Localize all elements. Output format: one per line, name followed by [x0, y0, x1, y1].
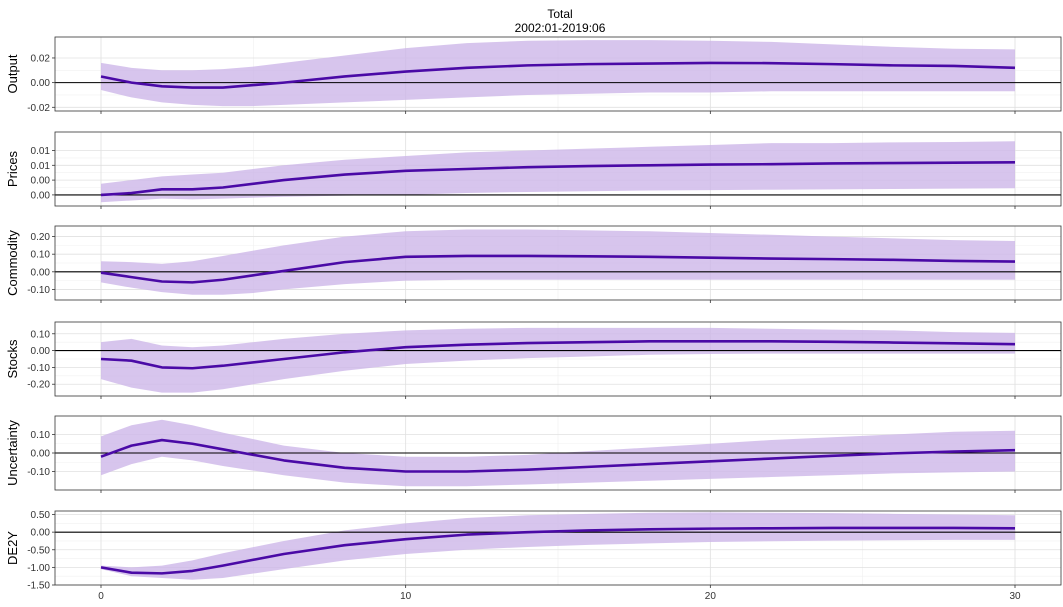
panel-label: DE2Y [5, 531, 20, 565]
y-tick-label: 0.01 [31, 161, 51, 172]
y-tick-label: -1.00 [27, 563, 50, 574]
y-tick-label: 0.00 [31, 190, 51, 201]
y-tick-label: -0.10 [27, 285, 50, 296]
chart-title: Total [547, 7, 572, 21]
panel-frame [54, 225, 1062, 301]
median-line [100, 61, 1016, 89]
panel-frame [54, 321, 1062, 397]
y-tick-label: 0.00 [31, 449, 51, 460]
panel-output: -0.02 0.00 0.02 Output [5, 36, 1062, 114]
y-tick-label: 0.00 [31, 78, 51, 89]
y-tick-label: 0.00 [31, 267, 51, 278]
y-tick-label: 0.10 [31, 250, 51, 261]
y-tick-label: -0.10 [27, 363, 50, 374]
x-tick-label: 30 [1009, 591, 1021, 602]
median-line [100, 526, 1016, 575]
x-tick-label: 20 [705, 591, 717, 602]
confidence-band [101, 229, 1015, 295]
median-line [100, 340, 1016, 370]
confidence-band [101, 40, 1015, 107]
y-tick-label: 0.20 [31, 232, 51, 243]
panel-stocks: -0.20 -0.10 0.00 0.10 Stocks [5, 321, 1062, 399]
chart-subtitle: 2002:01-2019:06 [515, 21, 606, 35]
y-tick-label: 0.00 [31, 346, 51, 357]
panels-layer: -0.02 0.00 0.02 Output 0.00 0.00 0.01 0.01 Price… [5, 36, 1062, 602]
panel-label: Commodity [5, 230, 20, 296]
y-tick-label: -0.10 [27, 467, 50, 478]
panel-frame [54, 36, 1062, 112]
median-line [100, 161, 1016, 197]
y-tick-label: -0.50 [27, 545, 50, 556]
panel-commodity: -0.10 0.00 0.10 0.20 Commodity [5, 225, 1062, 303]
median-line [100, 438, 1016, 473]
panel-frame [54, 510, 1062, 586]
x-tick-label: 0 [98, 591, 104, 602]
panel-prices: 0.00 0.00 0.01 0.01 Prices [5, 131, 1062, 209]
y-tick-label: 0.00 [31, 176, 51, 187]
panel-label: Stocks [5, 339, 20, 379]
y-tick-label: 0.02 [31, 53, 51, 64]
x-tick-label: 10 [400, 591, 412, 602]
median-line [100, 254, 1016, 284]
panel-label: Output [5, 54, 20, 93]
y-tick-label: 0.10 [31, 329, 51, 340]
y-tick-label: -0.02 [27, 103, 50, 114]
y-tick-label: 0.01 [31, 146, 51, 157]
panel-frame [54, 131, 1062, 207]
confidence-band [101, 141, 1015, 203]
y-tick-label: 0.50 [31, 510, 51, 521]
y-tick-label: -0.20 [27, 380, 50, 391]
panel-uncertainty: -0.10 0.00 0.10 Uncertainty [5, 415, 1062, 493]
y-tick-label: -1.50 [27, 581, 50, 592]
y-tick-label: 0.10 [31, 430, 51, 441]
y-tick-label: 0.00 [31, 528, 51, 539]
confidence-band [101, 327, 1015, 393]
panel-label: Uncertainty [5, 420, 20, 486]
panel-label: Prices [5, 150, 20, 187]
panel-de2y: -1.50 -1.00 -0.50 0.00 0.50 DE2Y [5, 510, 1062, 592]
